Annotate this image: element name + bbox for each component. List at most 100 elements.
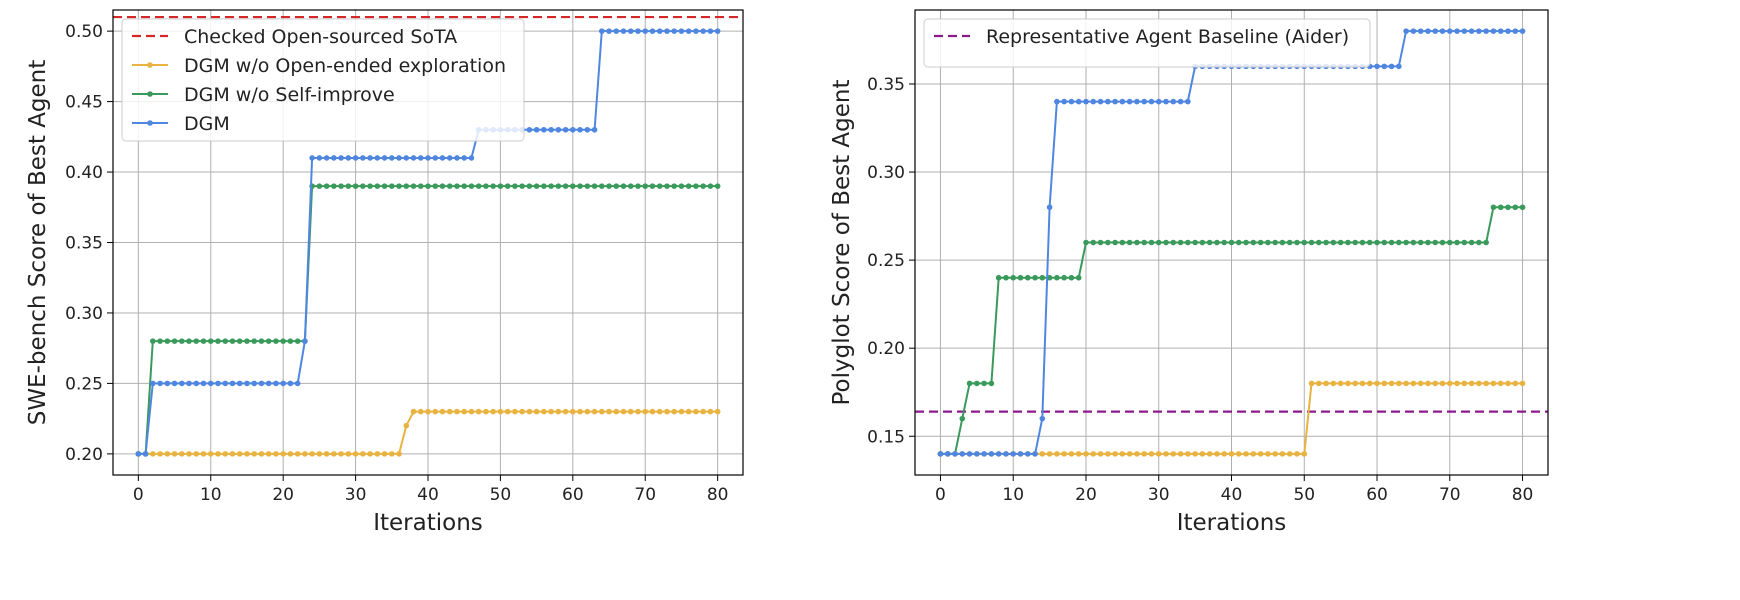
data-point bbox=[1257, 451, 1264, 457]
data-point bbox=[635, 28, 641, 34]
data-point bbox=[483, 408, 489, 415]
data-point bbox=[714, 28, 721, 34]
data-point bbox=[613, 28, 620, 34]
data-point bbox=[1454, 380, 1460, 387]
data-point bbox=[1272, 239, 1278, 246]
data-point bbox=[606, 408, 612, 415]
data-point bbox=[541, 408, 547, 415]
data-point bbox=[1446, 380, 1453, 387]
data-point bbox=[627, 183, 634, 189]
data-point bbox=[374, 183, 381, 189]
data-point bbox=[1257, 239, 1264, 246]
data-point bbox=[1039, 415, 1046, 422]
swe-bench-chart: 0 10 20 30 40 50 60 70 80 0.20 0.25 0.30 0.35 0.40 0.4… bbox=[25, 9, 744, 536]
y-axis-label: Polyglot Score of Best Agent bbox=[829, 79, 855, 405]
legend-label: DGM w/o Self-improve bbox=[184, 84, 395, 106]
data-point bbox=[1061, 98, 1067, 105]
data-point bbox=[280, 380, 286, 387]
data-point bbox=[417, 183, 424, 189]
data-point bbox=[620, 28, 627, 34]
data-point bbox=[1519, 28, 1526, 34]
data-point bbox=[1155, 451, 1162, 457]
data-point bbox=[236, 338, 243, 344]
data-point bbox=[345, 183, 352, 189]
data-point bbox=[1417, 239, 1424, 246]
data-point bbox=[193, 451, 200, 457]
legend-entry: Checked Open-sourced SoTA bbox=[132, 26, 457, 48]
data-point bbox=[1286, 239, 1293, 246]
x-tick-label: 40 bbox=[1221, 485, 1243, 505]
y-tick-label: 0.35 bbox=[65, 234, 103, 254]
y-tick-label: 0.30 bbox=[65, 304, 103, 324]
data-point bbox=[410, 155, 417, 161]
data-point bbox=[664, 28, 670, 34]
data-point bbox=[533, 183, 540, 189]
data-point bbox=[258, 338, 265, 344]
data-point bbox=[570, 183, 576, 189]
legend-label: Checked Open-sourced SoTA bbox=[184, 26, 457, 48]
data-point bbox=[388, 183, 395, 189]
data-point bbox=[1410, 28, 1417, 34]
data-point bbox=[294, 338, 301, 344]
data-point bbox=[988, 380, 995, 387]
data-point bbox=[1090, 451, 1097, 457]
data-point bbox=[1366, 239, 1373, 246]
data-point bbox=[598, 408, 605, 415]
data-point bbox=[1330, 380, 1337, 387]
data-point bbox=[1054, 274, 1060, 281]
data-point bbox=[222, 338, 229, 344]
data-point bbox=[446, 183, 453, 189]
x-axis-label: Iterations bbox=[373, 510, 483, 536]
data-point bbox=[1432, 380, 1439, 387]
data-point bbox=[439, 408, 446, 415]
data-point bbox=[244, 380, 250, 387]
data-point bbox=[526, 183, 533, 189]
data-point bbox=[504, 183, 511, 189]
data-point bbox=[1243, 239, 1249, 246]
data-point bbox=[323, 155, 330, 161]
data-point bbox=[1446, 239, 1453, 246]
legend-entry: DGM w/o Self-improve bbox=[132, 84, 395, 106]
data-point bbox=[512, 408, 518, 415]
data-point bbox=[562, 183, 569, 189]
data-point bbox=[1126, 98, 1133, 105]
data-point bbox=[1250, 451, 1257, 457]
data-point bbox=[504, 408, 511, 415]
data-point bbox=[360, 155, 366, 161]
data-point bbox=[1461, 380, 1468, 387]
data-point bbox=[627, 28, 634, 34]
data-point bbox=[497, 183, 504, 189]
data-point bbox=[425, 155, 431, 161]
data-point bbox=[671, 183, 678, 189]
y-tick-label: 0.20 bbox=[65, 445, 103, 465]
data-point bbox=[367, 183, 373, 189]
data-point bbox=[1512, 28, 1519, 34]
data-point bbox=[432, 155, 439, 161]
data-point bbox=[1425, 28, 1431, 34]
data-point bbox=[656, 183, 663, 189]
data-point bbox=[1199, 451, 1206, 457]
data-point bbox=[1083, 239, 1089, 246]
data-point bbox=[707, 408, 714, 415]
data-point bbox=[1228, 451, 1235, 457]
data-point bbox=[178, 380, 185, 387]
data-point bbox=[1097, 239, 1104, 246]
data-point bbox=[1155, 98, 1162, 105]
data-point bbox=[388, 451, 395, 457]
data-point bbox=[1039, 274, 1046, 281]
legend: Checked Open-sourced SoTA DGM w/o Open-en… bbox=[121, 18, 525, 142]
data-point bbox=[294, 380, 301, 387]
data-point bbox=[1010, 274, 1017, 281]
data-point bbox=[222, 451, 229, 457]
data-point bbox=[1439, 380, 1446, 387]
data-point bbox=[584, 183, 591, 189]
data-point bbox=[410, 408, 417, 415]
data-point bbox=[1308, 239, 1315, 246]
data-point bbox=[1105, 239, 1111, 246]
data-point bbox=[135, 451, 142, 457]
data-point bbox=[403, 155, 410, 161]
data-point bbox=[1134, 451, 1140, 457]
data-point bbox=[1519, 380, 1526, 387]
data-point bbox=[1279, 239, 1286, 246]
data-point bbox=[620, 408, 627, 415]
